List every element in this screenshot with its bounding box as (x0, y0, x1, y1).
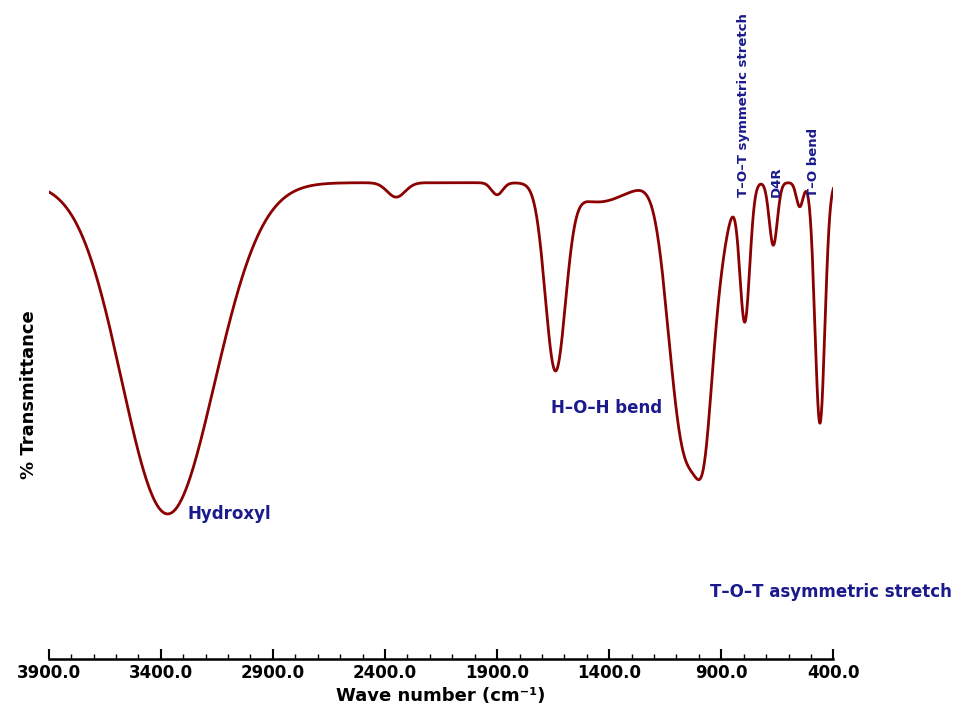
Text: Hydroxyl: Hydroxyl (188, 505, 271, 523)
Text: T–O–T symmetric stretch: T–O–T symmetric stretch (738, 13, 750, 197)
Text: H–O–H bend: H–O–H bend (551, 399, 662, 417)
Text: T–O–T asymmetric stretch: T–O–T asymmetric stretch (709, 583, 952, 601)
Y-axis label: % Transmittance: % Transmittance (19, 310, 38, 479)
Text: D4R: D4R (770, 167, 782, 197)
Text: T–O bend: T–O bend (808, 128, 820, 197)
X-axis label: Wave number (cm⁻¹): Wave number (cm⁻¹) (337, 687, 546, 705)
